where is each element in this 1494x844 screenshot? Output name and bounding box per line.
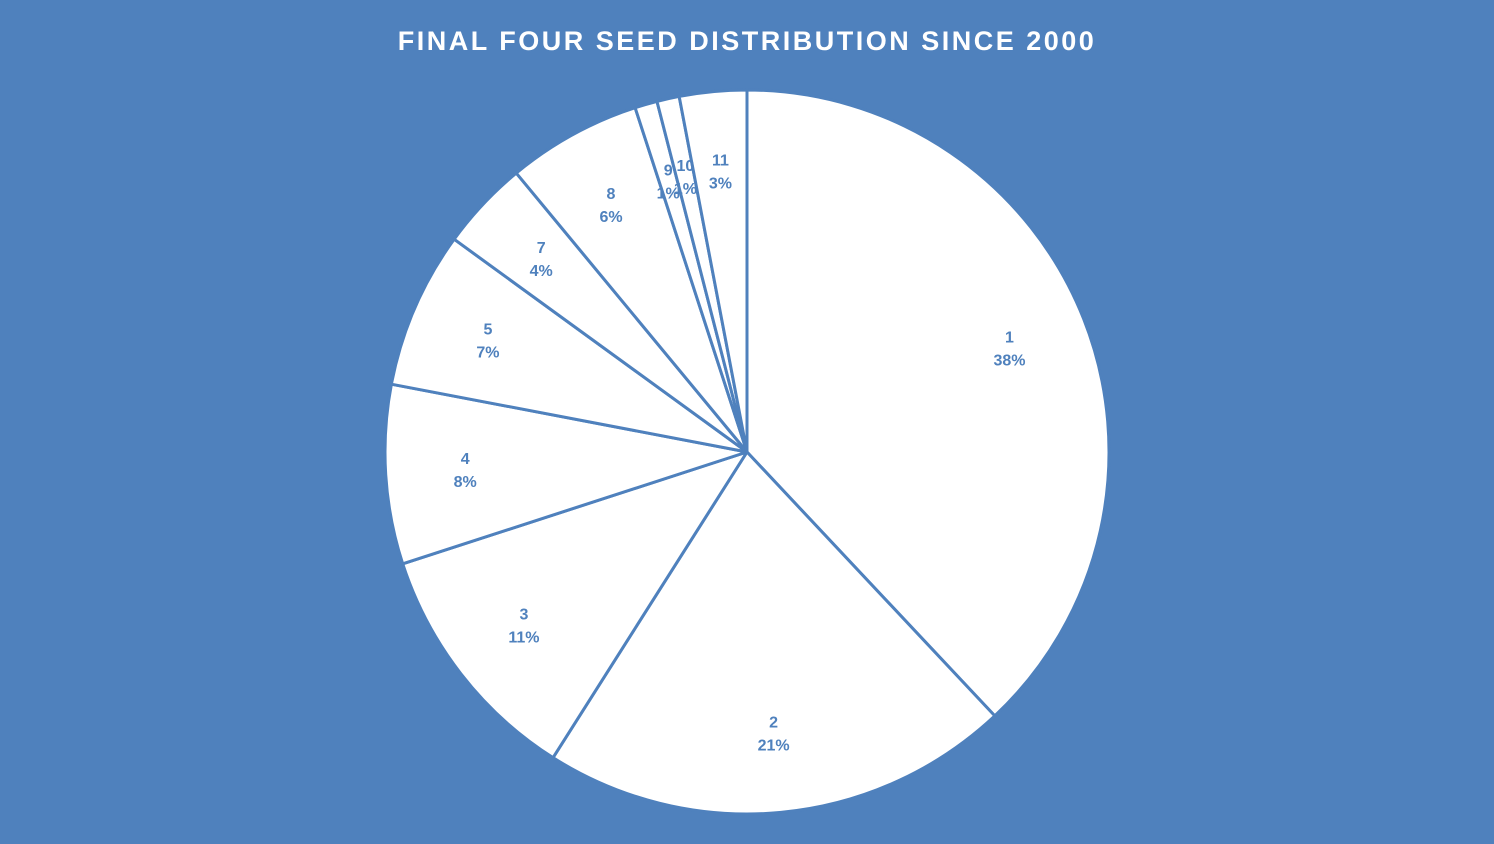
chart-title: FINAL FOUR SEED DISTRIBUTION SINCE 2000 — [397, 26, 1097, 56]
pie-slice-seed-3 — [401, 450, 749, 760]
slice-label-category: 1 — [1005, 330, 1014, 347]
slice-label-percent: 38% — [993, 353, 1025, 370]
slice-label-category: 3 — [519, 607, 528, 624]
slice-label-percent: 6% — [599, 209, 622, 226]
pie-slice-seed-2 — [551, 450, 997, 816]
pie-slice-seed-1 — [745, 88, 1111, 718]
pie-slice-seed-8 — [514, 106, 749, 454]
slice-label-percent: 1% — [674, 181, 697, 198]
pie-slice-seed-4 — [383, 382, 749, 566]
pie-slice-seed-11 — [677, 88, 749, 454]
pie-slice-seed-5 — [389, 237, 749, 454]
slice-label-category: 2 — [769, 715, 778, 732]
slice-label-percent: 8% — [454, 474, 477, 491]
slice-label-percent: 4% — [530, 263, 553, 280]
slice-label-category: 10 — [677, 158, 695, 175]
slice-label-percent: 3% — [709, 175, 732, 192]
slice-label-category: 9 — [664, 162, 673, 179]
slice-label-category: 11 — [712, 152, 729, 169]
slice-label-category: 7 — [537, 240, 546, 257]
slice-label-percent: 7% — [476, 344, 499, 361]
pie-slices — [383, 88, 1111, 816]
slice-label-percent: 1% — [657, 185, 680, 202]
slice-label-category: 4 — [461, 451, 470, 468]
slice-label-category: 8 — [607, 186, 616, 203]
pie-labels: 138%221%311%48%57%74%86%91%101%113% — [454, 152, 1026, 754]
slice-label-percent: 11% — [508, 630, 539, 647]
slice-label-percent: 21% — [758, 738, 790, 755]
slice-label-category: 5 — [483, 321, 492, 338]
